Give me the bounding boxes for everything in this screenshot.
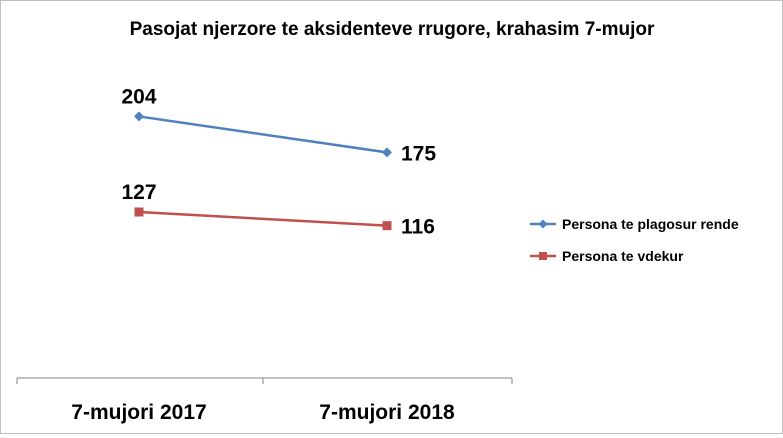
chart-title: Pasojat njerzore te aksidenteve rrugore,…	[130, 19, 655, 40]
series-line	[138, 115, 388, 154]
series-line	[138, 210, 388, 227]
series-layer	[134, 111, 392, 231]
x-tick-label: 7-mujori 2017	[71, 401, 206, 424]
legend-marker	[538, 219, 548, 229]
data-point	[134, 111, 144, 122]
x-axis: 7-mujori 2017 7-mujori 2018	[16, 377, 513, 424]
legend-entry-2: Persona te vdekur	[530, 248, 684, 264]
series-2	[134, 207, 392, 231]
data-label: 175	[401, 142, 436, 165]
data-point	[134, 207, 144, 217]
series-1	[134, 111, 392, 158]
legend-marker	[539, 252, 547, 260]
legend-label: Persona te vdekur	[562, 248, 684, 264]
legend: Persona te plagosur rende Persona te vdek…	[530, 216, 739, 264]
data-labels: 204 175 127 116	[121, 85, 436, 238]
legend-label: Persona te plagosur rende	[562, 216, 739, 232]
data-label: 127	[121, 181, 156, 204]
x-tick-label: 7-mujori 2018	[319, 401, 455, 424]
legend-entry-1: Persona te plagosur rende	[530, 216, 739, 232]
data-point	[382, 147, 392, 158]
data-label: 204	[121, 85, 156, 108]
data-label: 116	[401, 216, 435, 239]
data-point	[382, 221, 392, 231]
